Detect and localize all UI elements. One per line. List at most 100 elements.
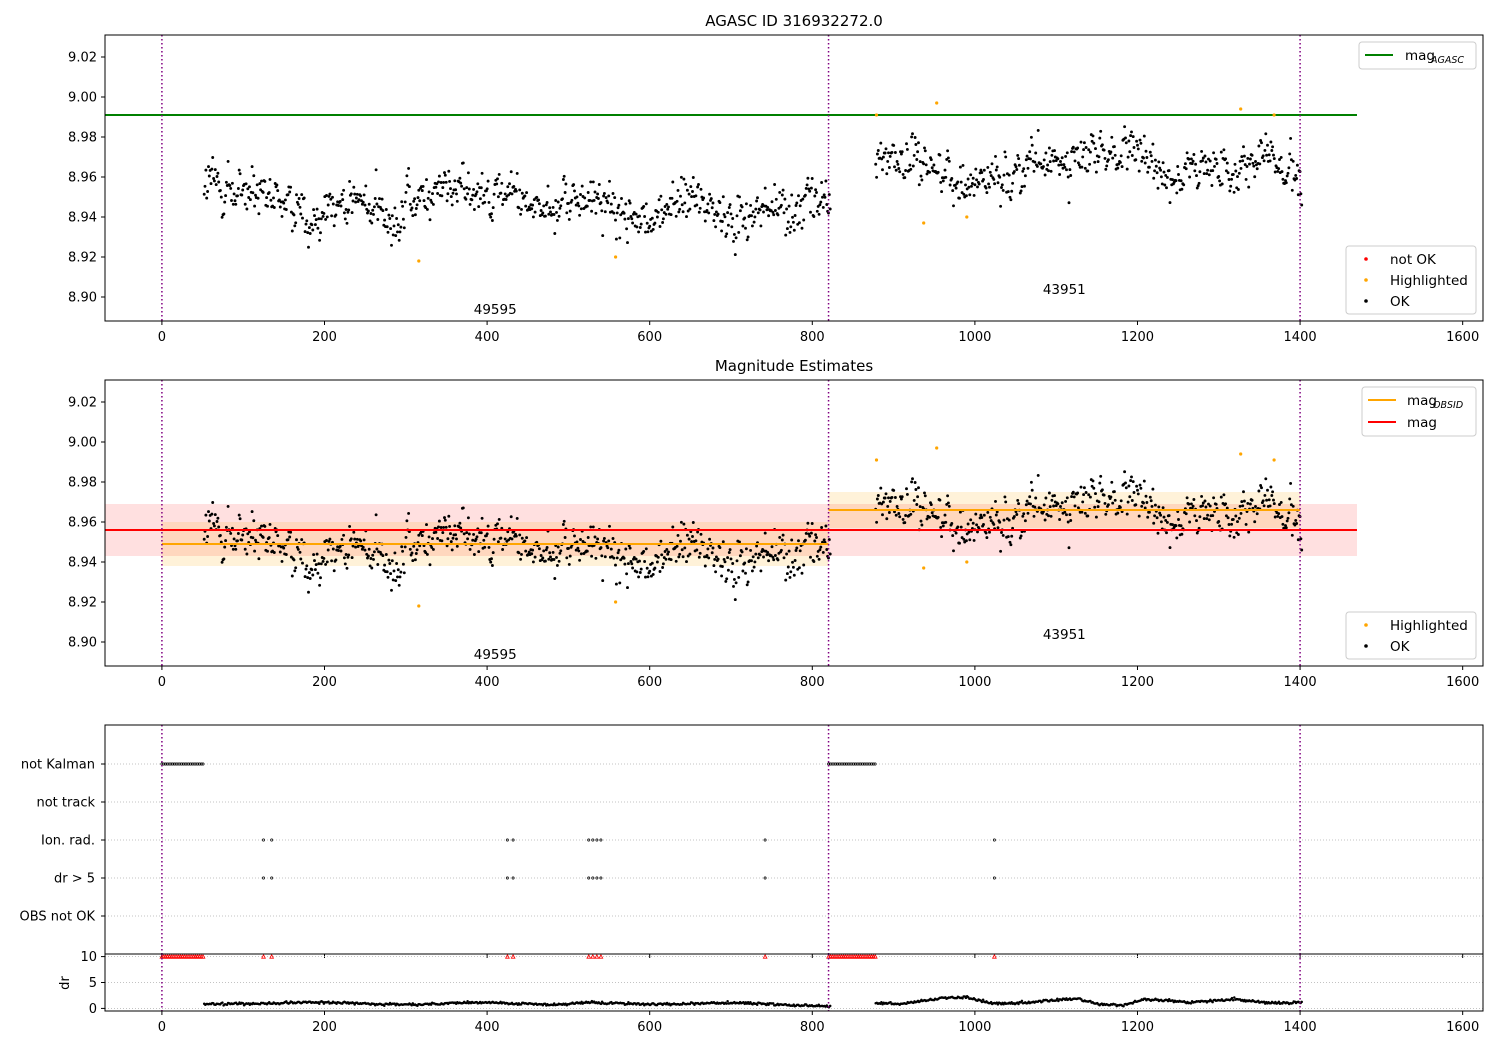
data-point: [405, 174, 409, 178]
data-point: [241, 188, 245, 192]
data-point: [329, 197, 333, 201]
data-point: [675, 544, 679, 548]
dr-point: [466, 1000, 469, 1003]
flag-category-label: Ion. rad.: [41, 834, 95, 849]
data-point: [750, 214, 753, 218]
data-point: [1047, 514, 1050, 518]
data-point: [1147, 510, 1151, 514]
data-point: [437, 525, 440, 529]
dr-point: [627, 1000, 630, 1004]
data-point: [1070, 150, 1074, 154]
data-point: [947, 159, 951, 163]
data-point: [310, 223, 314, 227]
dr-point: [318, 1002, 321, 1005]
data-point: [1224, 514, 1228, 518]
data-point: [938, 153, 942, 157]
data-point: [1033, 160, 1037, 164]
data-point: [815, 191, 818, 194]
data-point: [367, 202, 371, 206]
data-point: [762, 210, 765, 214]
data-point: [688, 552, 692, 556]
data-point: [425, 523, 428, 527]
data-point: [1071, 145, 1075, 149]
x-tick-label: 1000: [958, 675, 991, 690]
data-point: [416, 196, 420, 200]
data-point: [1091, 479, 1095, 483]
data-point: [1131, 135, 1135, 139]
data-point: [394, 579, 398, 583]
data-point: [1286, 171, 1290, 175]
data-point: [1111, 156, 1115, 160]
data-point: [940, 190, 944, 194]
data-point: [798, 204, 802, 208]
data-point: [1104, 167, 1108, 171]
data-point: [1201, 501, 1205, 505]
data-point: [230, 181, 234, 185]
data-point: [518, 533, 522, 537]
data-point: [615, 556, 619, 560]
data-point: [449, 532, 452, 536]
data-point: [211, 501, 215, 504]
data-point: [517, 551, 521, 555]
data-point: [705, 209, 709, 212]
data-point: [1264, 477, 1268, 481]
data-point: [1096, 160, 1100, 164]
flag-point: [839, 762, 843, 766]
data-point: [941, 524, 945, 528]
axes-frame: [104, 379, 1484, 667]
data-point: [600, 209, 604, 213]
data-point: [712, 219, 716, 223]
data-point: [525, 536, 529, 540]
data-point: [1145, 156, 1149, 159]
data-point: [638, 559, 641, 563]
data-point: [685, 188, 689, 192]
data-point: [613, 196, 617, 200]
data-point: [781, 533, 785, 537]
data-point: [326, 203, 330, 207]
data-point: [964, 194, 968, 198]
data-point: [608, 179, 611, 183]
data-point: [1196, 184, 1200, 188]
data-point: [695, 548, 699, 552]
data-point: [1142, 501, 1145, 505]
data-point: [809, 555, 812, 559]
data-point: [1164, 173, 1168, 177]
data-point: [1140, 504, 1144, 508]
data-point: [650, 216, 654, 220]
data-point: [565, 211, 569, 215]
x-tick-label: 1000: [958, 330, 991, 345]
data-point: [413, 197, 417, 201]
data-point: [1188, 520, 1192, 524]
data-point: [893, 151, 897, 154]
data-point: [446, 537, 450, 541]
data-point: [354, 196, 358, 200]
data-point: [338, 199, 342, 203]
data-point: [685, 215, 688, 219]
data-point: [307, 226, 311, 230]
data-point: [317, 562, 321, 566]
data-point: [614, 237, 618, 241]
data-point: [485, 532, 489, 536]
observation-id-label: 49595: [474, 302, 517, 318]
data-point: [464, 197, 468, 201]
data-point: [1113, 498, 1117, 502]
data-point: [577, 549, 581, 553]
data-point: [216, 516, 220, 520]
data-point: [897, 512, 901, 515]
data-point: [307, 571, 311, 575]
data-point: [792, 573, 796, 577]
data-point: [612, 211, 616, 215]
data-point: [994, 513, 998, 517]
data-point: [915, 158, 919, 161]
data-point: [1117, 162, 1121, 166]
data-point: [343, 562, 347, 566]
data-point: [1207, 173, 1211, 177]
data-point: [548, 206, 552, 210]
data-point: [820, 181, 824, 184]
data-point: [782, 556, 786, 560]
x-tick-label: 1600: [1446, 1020, 1479, 1035]
data-point: [1065, 513, 1068, 517]
data-point: [1295, 177, 1299, 180]
data-point: [1006, 190, 1010, 194]
data-point: [206, 535, 210, 538]
